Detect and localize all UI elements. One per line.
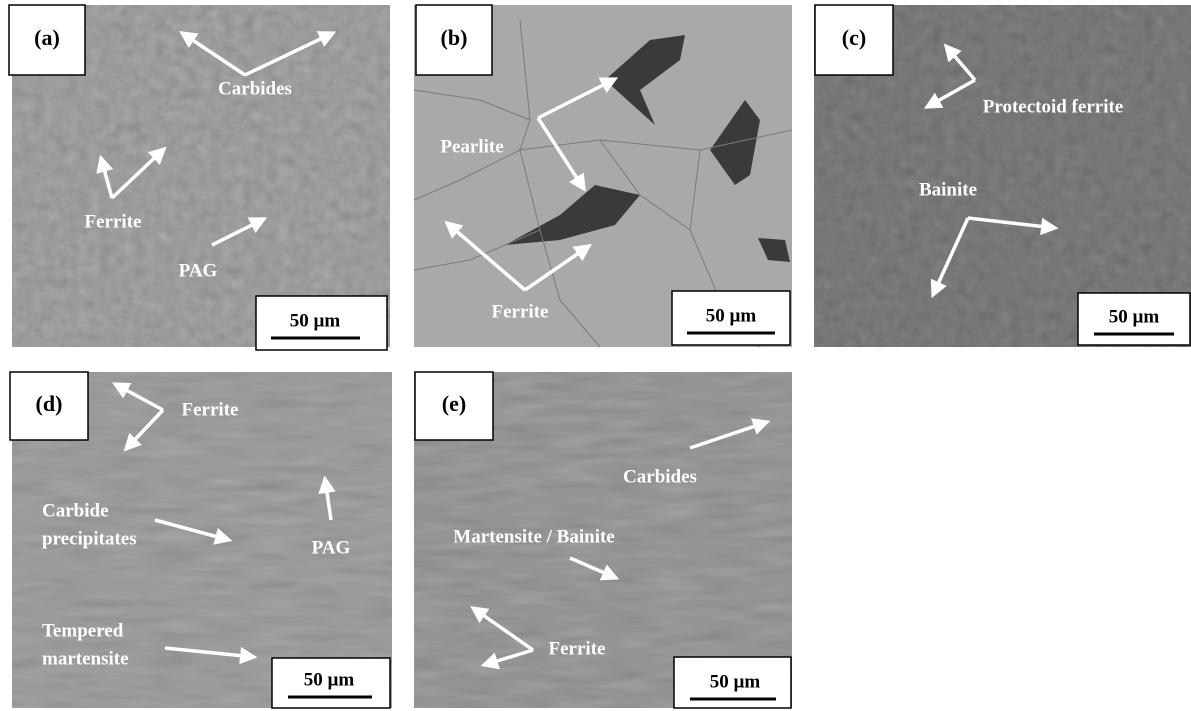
scale-bar-label: 50 µm — [304, 669, 355, 690]
annotation: martensite — [42, 648, 129, 669]
annotation: Carbides — [218, 78, 292, 99]
figure: Carbides Ferrite PAG Pearlite Ferrite Pr… — [0, 0, 1191, 711]
scale-bar-label: 50 µm — [1109, 306, 1160, 327]
scale-bar-label: 50 µm — [710, 671, 761, 692]
annotation: precipitates — [42, 528, 137, 549]
annotation: Carbides — [623, 466, 697, 487]
annotation: Ferrite — [492, 301, 549, 322]
annotation: Ferrite — [182, 399, 239, 420]
panel-label: (e) — [442, 391, 466, 416]
annotation: Martensite / Bainite — [453, 526, 614, 547]
panel-label: (a) — [34, 25, 60, 50]
annotation: Ferrite — [549, 638, 606, 659]
annotation: PAG — [179, 260, 218, 281]
panel-label: (d) — [36, 391, 63, 416]
annotation: PAG — [312, 537, 351, 558]
scale-bar-label: 50 µm — [706, 305, 757, 326]
annotation: Protectoid ferrite — [983, 96, 1123, 117]
annotation: Ferrite — [85, 211, 142, 232]
annotation: Bainite — [919, 179, 977, 200]
panel-label: (c) — [842, 25, 866, 50]
annotation: Tempered — [42, 620, 124, 641]
annotation: Pearlite — [440, 136, 503, 157]
panel-label: (b) — [441, 25, 468, 50]
annotation: Carbide — [42, 500, 109, 521]
scale-bar-label: 50 µm — [290, 310, 341, 331]
